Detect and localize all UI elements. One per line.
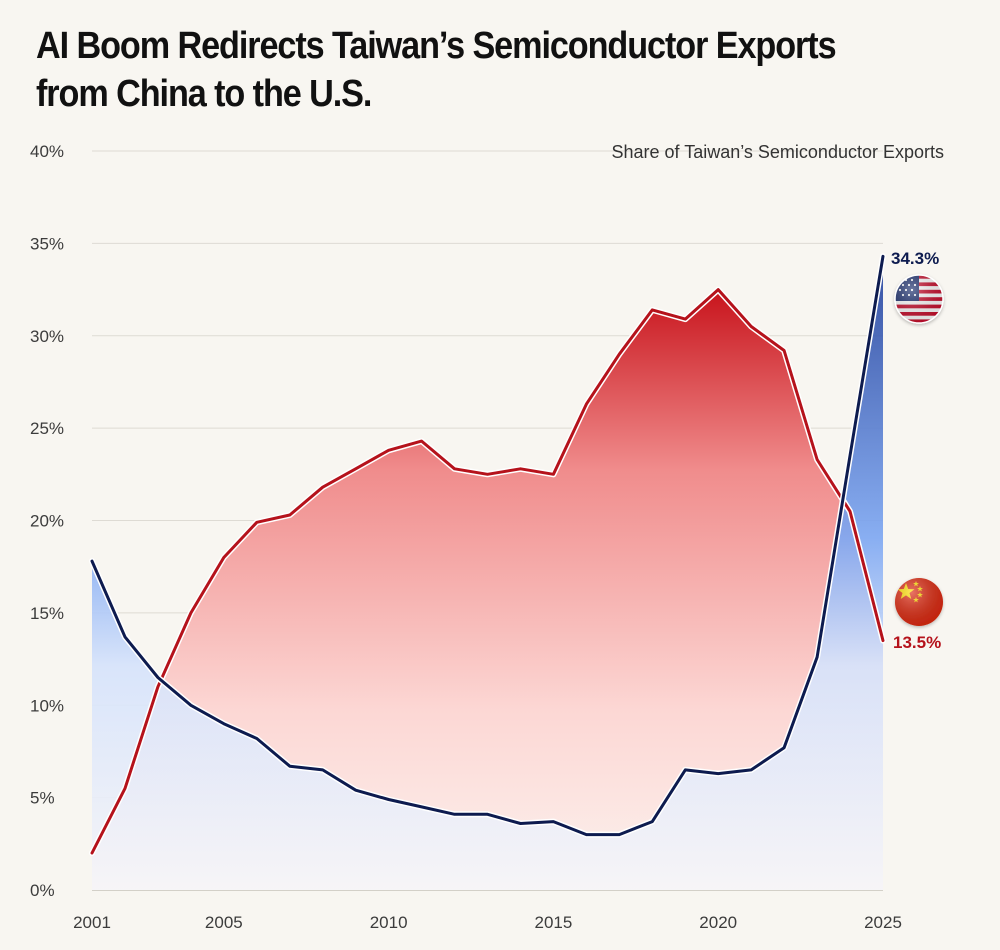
y-tick-label: 30% bbox=[30, 327, 64, 346]
x-tick-label: 2010 bbox=[370, 913, 408, 932]
y-tick-label: 10% bbox=[30, 696, 64, 715]
y-tick-label: 0% bbox=[30, 881, 55, 900]
y-tick-label: 35% bbox=[30, 234, 64, 253]
series-line-china bbox=[90, 288, 885, 855]
area-china bbox=[92, 289, 883, 891]
us-flag-icon bbox=[894, 274, 944, 324]
y-tick-label: 15% bbox=[30, 604, 64, 623]
x-tick-label: 2015 bbox=[535, 913, 573, 932]
chart-subtitle: Share of Taiwan’s Semiconductor Exports bbox=[611, 142, 944, 162]
chart-title-line-1: AI Boom Redirects Taiwan’s Semiconductor… bbox=[36, 25, 837, 67]
y-axis-ticks: 0% 5% 10% 15% 20% 25% 30% 35% 40% bbox=[30, 142, 64, 900]
x-tick-label: 2020 bbox=[699, 913, 737, 932]
y-tick-label: 25% bbox=[30, 419, 64, 438]
area-us bbox=[92, 256, 883, 890]
china-flag-icon bbox=[895, 578, 943, 626]
y-tick-label: 40% bbox=[30, 142, 64, 161]
y-tick-label: 20% bbox=[30, 512, 64, 531]
x-tick-label: 2005 bbox=[205, 913, 243, 932]
end-label-us: 34.3% bbox=[891, 249, 939, 268]
chart-title-line-2: from China to the U.S. bbox=[36, 73, 372, 115]
end-label-china: 13.5% bbox=[893, 633, 941, 652]
chart-title: AI Boom Redirects Taiwan’s Semiconductor… bbox=[36, 22, 873, 118]
x-tick-label: 2025 bbox=[864, 913, 902, 932]
x-tick-label: 2001 bbox=[73, 913, 111, 932]
series-line-us bbox=[90, 254, 885, 837]
y-tick-label: 5% bbox=[30, 789, 55, 808]
x-axis-ticks: 2001 2005 2010 2015 2020 2025 bbox=[73, 913, 902, 932]
